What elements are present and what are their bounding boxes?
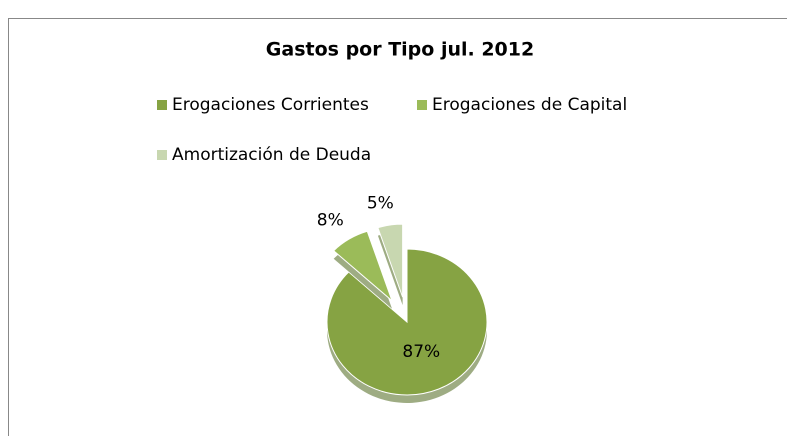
legend-label: Amortización de Deuda — [172, 145, 371, 165]
data-label: 8% — [317, 211, 344, 231]
legend-swatch — [157, 100, 167, 110]
data-label: 87% — [402, 342, 440, 362]
legend-label: Erogaciones Corrientes — [172, 95, 369, 115]
data-label: 5% — [367, 193, 394, 213]
legend-swatch — [417, 100, 427, 110]
legend-swatch — [157, 150, 167, 160]
legend-label: Erogaciones de Capital — [432, 95, 627, 115]
chart-title: Gastos por Tipo jul. 2012 — [266, 39, 534, 61]
